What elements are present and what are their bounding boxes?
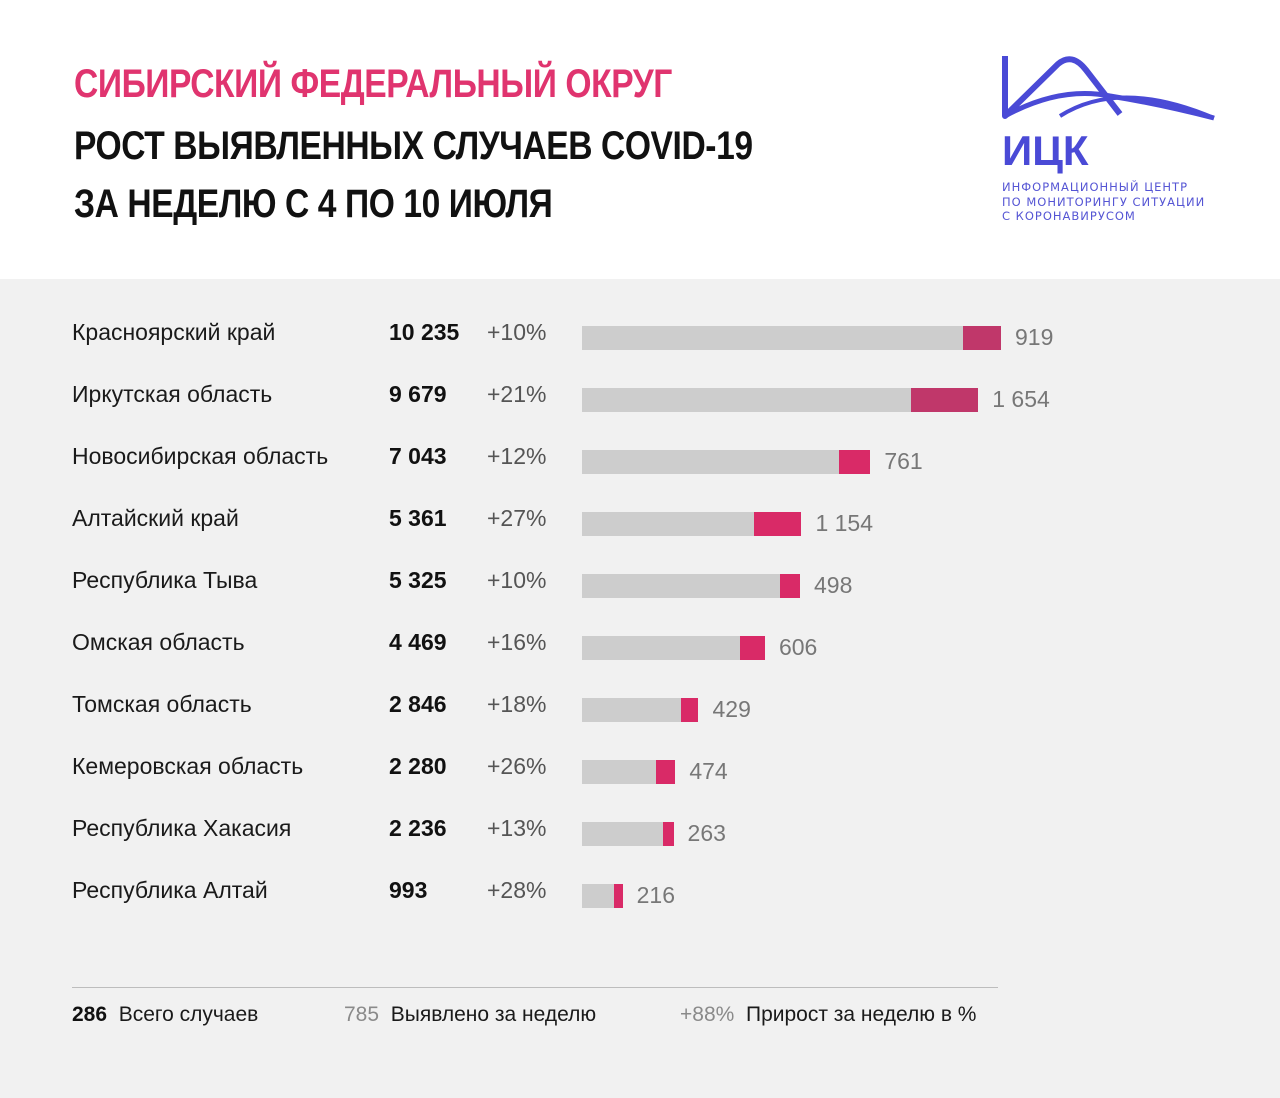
logo-caption-line1: ИНФОРМАЦИОННЫЙ ЦЕНТР xyxy=(1002,180,1189,194)
chart-row: Красноярский край 10 235 +10% 919 xyxy=(0,313,1280,353)
total-cases-label: 5 361 xyxy=(389,505,447,531)
growth-pct-label: +13% xyxy=(487,815,547,841)
total-cases-label: 5 325 xyxy=(389,567,447,593)
bar-weekly-new xyxy=(839,450,871,474)
title-period: ЗА НЕДЕЛЮ С 4 ПО 10 ИЮЛЯ xyxy=(74,182,553,226)
growth-pct-label: +16% xyxy=(487,629,547,655)
bar-weekly-new xyxy=(910,388,979,412)
weekly-new-label: 606 xyxy=(778,634,818,660)
region-label: Новосибирская область xyxy=(72,443,329,469)
title-region: СИБИРСКИЙ ФЕДЕРАЛЬНЫЙ ОКРУГ xyxy=(74,62,672,106)
total-cases-label: 9 679 xyxy=(389,381,447,407)
bar-previous-total xyxy=(582,450,840,474)
legend-week-value: 785 xyxy=(344,1003,380,1026)
chart-row: Алтайский край 5 361 +27% 1 154 xyxy=(0,499,1280,539)
growth-pct-label: +10% xyxy=(487,567,547,593)
legend-week-label: Выявлено за неделю xyxy=(390,1003,597,1026)
weekly-new-label: 263 xyxy=(687,820,726,846)
total-cases-label: 10 235 xyxy=(389,319,460,345)
weekly-new-label: 919 xyxy=(1015,324,1054,350)
growth-pct-label: +10% xyxy=(487,319,547,345)
legend-growth-label: Прирост за неделю в % xyxy=(745,1003,977,1026)
total-cases-label: 7 043 xyxy=(389,443,447,469)
bar-weekly-new xyxy=(662,822,674,846)
logo-abbr: ИЦК xyxy=(1002,127,1089,174)
region-label: Иркутская область xyxy=(72,381,273,407)
legend-total-value: 286 xyxy=(72,1003,108,1026)
region-label: Алтайский край xyxy=(72,505,239,531)
chart-row: Омская область 4 469 +16% 606 xyxy=(0,623,1280,663)
legend-divider xyxy=(72,987,998,988)
total-cases-label: 2 236 xyxy=(389,815,447,841)
weekly-new-label: 474 xyxy=(689,758,728,784)
header: СИБИРСКИЙ ФЕДЕРАЛЬНЫЙ ОКРУГ РОСТ ВЫЯВЛЕН… xyxy=(0,0,1280,279)
chart-row: Республика Алтай 993 +28% 216 xyxy=(0,871,1280,911)
growth-pct-label: +27% xyxy=(487,505,547,531)
growth-pct-label: +12% xyxy=(487,443,547,469)
region-label: Томская область xyxy=(72,691,252,717)
total-cases-label: 2 280 xyxy=(389,753,447,779)
bar-weekly-new xyxy=(754,512,802,536)
weekly-new-label: 761 xyxy=(884,448,923,474)
bar-previous-total xyxy=(582,574,780,598)
chart-row: Кемеровская область 2 280 +26% 474 xyxy=(0,747,1280,787)
growth-pct-label: +28% xyxy=(487,877,547,903)
logo-caption-line2: ПО МОНИТОРИНГУ СИТУАЦИИ xyxy=(1002,194,1206,209)
weekly-new-label: 1 654 xyxy=(992,386,1050,412)
bar-weekly-new xyxy=(655,760,676,784)
legend-week: 785 Выявлено за неделю xyxy=(344,1003,596,1027)
bar-previous-total xyxy=(582,388,911,412)
legend-growth: +88% Прирост за неделю в % xyxy=(680,1003,976,1027)
logo-mountain-icon: ИЦК xyxy=(1002,56,1215,174)
region-label: Республика Тыва xyxy=(72,567,258,593)
region-label: Красноярский край xyxy=(72,319,276,345)
title-main: РОСТ ВЫЯВЛЕННЫХ СЛУЧАЕВ COVID-19 xyxy=(74,124,753,168)
bar-weekly-new xyxy=(779,574,800,598)
growth-pct-label: +21% xyxy=(487,381,547,407)
weekly-new-label: 429 xyxy=(712,696,751,722)
bar-previous-total xyxy=(582,698,681,722)
bar-weekly-new xyxy=(740,636,765,660)
total-cases-label: 993 xyxy=(389,877,428,903)
region-label: Республика Алтай xyxy=(72,877,268,903)
region-label: Кемеровская область xyxy=(72,753,304,779)
chart-row: Томская область 2 846 +18% 429 xyxy=(0,685,1280,725)
bar-previous-total xyxy=(582,822,663,846)
logo: ИЦК ИНФОРМАЦИОННЫЙ ЦЕНТР ПО МОНИТОРИНГУ … xyxy=(1000,56,1220,231)
region-label: Омская область xyxy=(72,629,245,655)
bar-previous-total xyxy=(582,760,656,784)
bar-previous-total xyxy=(582,636,741,660)
growth-pct-label: +18% xyxy=(487,691,547,717)
chart-row: Республика Тыва 5 325 +10% 498 xyxy=(0,561,1280,601)
region-label: Республика Хакасия xyxy=(72,815,292,841)
chart-row: Иркутская область 9 679 +21% 1 654 xyxy=(0,375,1280,415)
logo-caption-line3: С КОРОНАВИРУСОМ xyxy=(1002,209,1136,223)
total-cases-label: 2 846 xyxy=(389,691,447,717)
bar-weekly-new xyxy=(613,884,623,908)
weekly-new-label: 1 154 xyxy=(815,510,874,536)
bar-previous-total xyxy=(582,326,964,350)
chart-panel xyxy=(0,279,1280,1098)
bar-weekly-new xyxy=(963,326,1001,350)
growth-pct-label: +26% xyxy=(487,753,547,779)
chart-row: Республика Хакасия 2 236 +13% 263 xyxy=(0,809,1280,849)
legend-growth-value: +88% xyxy=(680,1003,735,1026)
bar-previous-total xyxy=(582,884,614,908)
legend-total: 286 Всего случаев xyxy=(72,1003,258,1027)
bar-weekly-new xyxy=(680,698,699,722)
logo-caption: ИНФОРМАЦИОННЫЙ ЦЕНТР ПО МОНИТОРИНГУ СИТУ… xyxy=(1002,180,1242,224)
weekly-new-label: 216 xyxy=(636,882,676,908)
total-cases-label: 4 469 xyxy=(389,629,447,655)
bar-previous-total xyxy=(582,512,755,536)
chart-row: Новосибирская область 7 043 +12% 761 xyxy=(0,437,1280,477)
legend-total-label: Всего случаев xyxy=(118,1003,259,1026)
weekly-new-label: 498 xyxy=(813,572,853,598)
